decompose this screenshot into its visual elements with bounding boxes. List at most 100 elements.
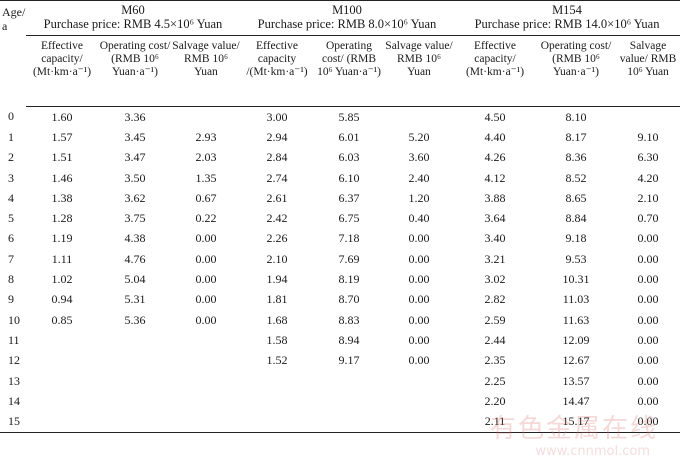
table-cell: 4.20 [637,170,659,185]
table-cell: 6.01 [338,129,360,144]
table-cell: 12.67 [562,353,590,368]
table-cell: 2.93 [195,129,217,144]
age-cell: 15 [0,411,26,433]
table-cell: 11.63 [562,312,590,327]
column-header: Salvage value/ RMB 10⁶ Yuan [172,35,240,107]
age-cell: 11 [8,332,20,347]
table-cell: 3.60 [408,150,430,165]
table-cell: 7.69 [338,251,360,266]
age-cell: 2 [8,150,14,165]
table-cell [172,411,240,433]
table-cell: 4.76 [124,251,146,266]
table-cell: 1.94 [266,272,288,287]
table-cell: 1.60 [51,109,73,124]
table-cell: 1.11 [51,251,73,266]
table-cell: 15.17 [536,411,616,433]
column-header: Effective capacity /(Mt·km·a⁻¹) [240,35,314,107]
table-cell: 0.00 [408,353,430,368]
table-cell: 8.36 [565,150,587,165]
table-cell: 11.03 [562,292,590,307]
table-row: 4 1.38 3.62 0.67 2.61 6.37 1.20 3.88 8.65 2.10 [0,188,680,208]
table-cell: 1.46 [51,170,73,185]
table-cell [26,330,98,350]
table-row: 15 2.11 15.17 0.00 [0,411,680,433]
age-cell: 7 [8,251,14,266]
age-cell: 10 [8,312,20,327]
table-cell: 10.31 [562,272,590,287]
table-cell: 1.57 [51,129,73,144]
table-cell: 0.00 [637,272,659,287]
table-cell: 5.20 [408,129,430,144]
table-cell: 0.70 [637,211,659,226]
table-cell [172,371,240,391]
table-cell: 3.88 [484,190,506,205]
table-cell: 2.25 [484,373,506,388]
group-header-m60: M60 Purchase price: RMB 4.5×10⁶ Yuan [26,0,240,36]
table-cell: 6.30 [637,150,659,165]
table-cell: 0.00 [195,231,217,246]
table-cell: 0.00 [408,292,430,307]
table-cell: 0.22 [195,211,217,226]
table-cell [98,351,172,371]
table-cell: 0.00 [616,411,680,433]
table-cell: 6.03 [338,150,360,165]
group-name: M100 [332,3,362,17]
table-cell: 1.28 [51,211,73,226]
age-cell: 4 [8,190,14,205]
column-header: Operating cost/ (RMB 10⁶ Yuan·a⁻¹) [536,35,616,107]
table-cell: 2.42 [266,211,288,226]
table-cell [240,371,314,391]
table-cell: 0.00 [637,231,659,246]
table-cell: 2.61 [266,190,288,205]
table-cell: 0.00 [408,231,430,246]
table-cell: 8.65 [565,190,587,205]
table-cell: 0.00 [637,332,659,347]
table-cell: 0.00 [195,292,217,307]
table-row: 3 1.46 3.50 1.35 2.74 6.10 2.40 4.12 8.52 4.20 [0,168,680,188]
table-cell: 0.00 [637,292,659,307]
table-cell: 3.40 [484,231,506,246]
table-cell: 5.31 [124,292,146,307]
table-cell [172,330,240,350]
table-cell: 0.00 [637,373,659,388]
age-cell: 13 [8,373,20,388]
watermark-url: www.cnnmol.com [535,444,650,459]
table-cell: 3.36 [124,109,146,124]
table-row: 12 1.52 9.17 0.00 2.35 12.67 0.00 [0,351,680,371]
table-cell: 1.35 [195,170,217,185]
table-cell: 2.40 [408,170,430,185]
table-cell: 8.10 [565,109,587,124]
table-cell: 8.94 [338,332,360,347]
group-name: M154 [552,3,582,17]
table-cell [314,411,384,433]
table-cell: 2.26 [266,231,288,246]
table-cell: 8.84 [565,211,587,226]
table-cell: 0.00 [637,393,659,408]
table-row: 7 1.11 4.76 0.00 2.10 7.69 0.00 3.21 9.53 0.00 [0,249,680,269]
column-header: Salvage value/ RMB 10⁶ Yuan [384,35,454,107]
table-cell: 2.10 [266,251,288,266]
age-cell: 1 [8,129,14,144]
table-cell: 3.50 [124,170,146,185]
age-cell: 14 [8,393,20,408]
table-cell: 1.68 [266,312,288,327]
table-cell [384,411,454,433]
table-row: 14 2.20 14.47 0.00 [0,391,680,411]
table-cell: 8.70 [338,292,360,307]
table-cell: 12.09 [562,332,590,347]
table-cell: 1.38 [51,190,73,205]
table-cell: 2.10 [637,190,659,205]
table-cell [26,351,98,371]
table-cell: 9.10 [637,129,659,144]
table-cell [384,391,454,411]
table-cell: 4.26 [484,150,506,165]
table-cell: 4.40 [484,129,506,144]
age-cell: 3 [8,170,14,185]
table-cell [314,371,384,391]
table-cell: 2.11 [454,411,536,433]
table-cell [240,411,314,433]
table-cell [172,391,240,411]
table-cell: 0.40 [408,211,430,226]
table-cell: 6.75 [338,211,360,226]
table-cell: 5.85 [338,109,360,124]
